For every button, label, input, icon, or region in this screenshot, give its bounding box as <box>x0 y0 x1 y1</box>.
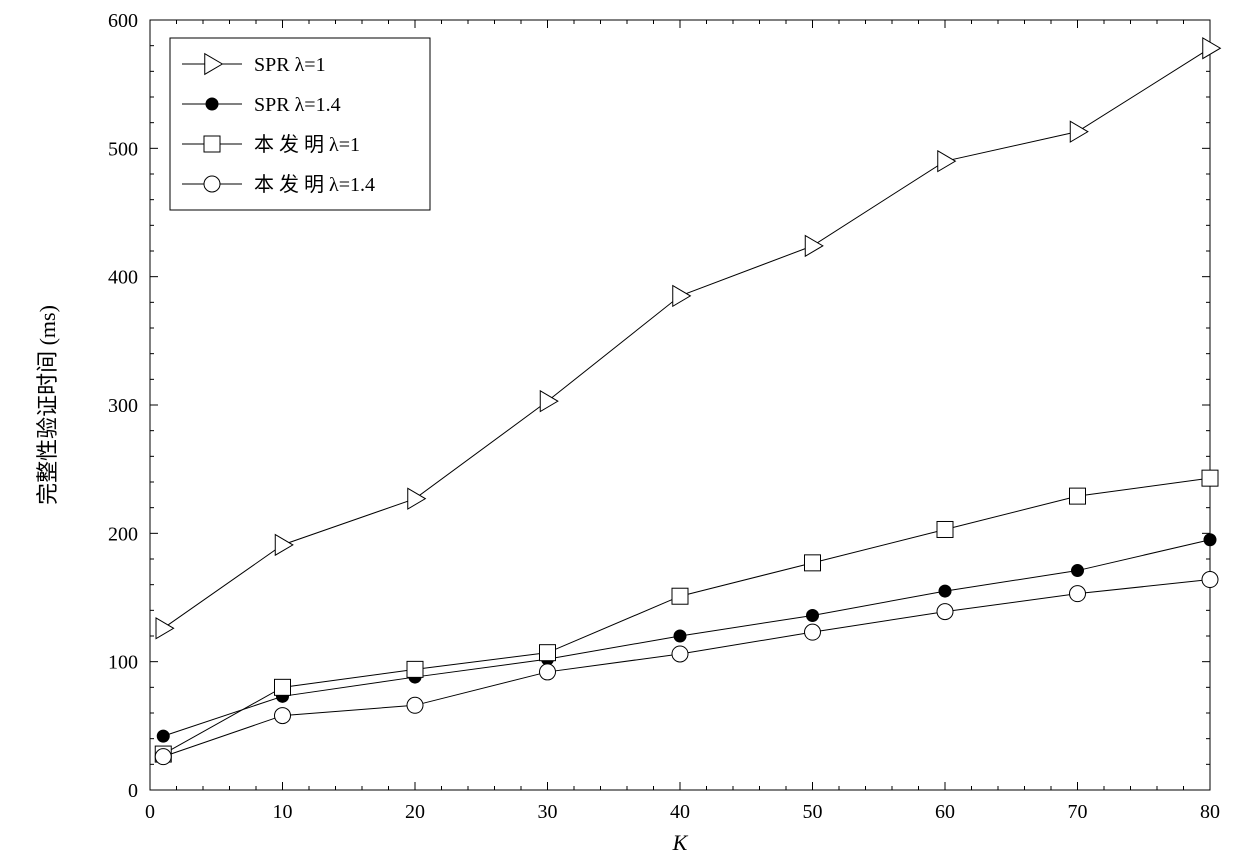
svg-text:200: 200 <box>108 523 138 545</box>
svg-text:0: 0 <box>145 801 155 823</box>
svg-text:20: 20 <box>405 801 425 823</box>
svg-text:50: 50 <box>803 801 823 823</box>
svg-text:100: 100 <box>108 652 138 674</box>
svg-text:300: 300 <box>108 395 138 417</box>
series-2 <box>155 470 1218 762</box>
svg-text:SPR λ=1: SPR λ=1 <box>254 54 326 76</box>
svg-text:400: 400 <box>108 267 138 289</box>
svg-text:600: 600 <box>108 10 138 32</box>
x-axis-label: K <box>672 830 689 855</box>
svg-text:0: 0 <box>128 780 138 802</box>
svg-text:500: 500 <box>108 138 138 160</box>
svg-text:30: 30 <box>538 801 558 823</box>
legend: SPR λ=1 SPR λ=1.4 本 发 明 λ=1 本 发 明 λ=1.4 <box>170 38 430 210</box>
svg-text:10: 10 <box>273 801 293 823</box>
svg-text:40: 40 <box>670 801 690 823</box>
svg-text:70: 70 <box>1068 801 1088 823</box>
svg-text:本 发 明 λ=1.4: 本 发 明 λ=1.4 <box>254 173 375 196</box>
line-chart: 0 10 20 30 40 50 60 70 80 0 100 200 300 400 500 600 K 完整性… <box>0 0 1240 864</box>
y-axis-label: 完整性验证时间 (ms) <box>35 305 60 505</box>
series-1 <box>157 534 1216 742</box>
svg-text:本 发 明 λ=1: 本 发 明 λ=1 <box>254 133 360 156</box>
svg-text:60: 60 <box>935 801 955 823</box>
svg-text:SPR λ=1.4: SPR λ=1.4 <box>254 94 341 116</box>
svg-text:80: 80 <box>1200 801 1220 823</box>
